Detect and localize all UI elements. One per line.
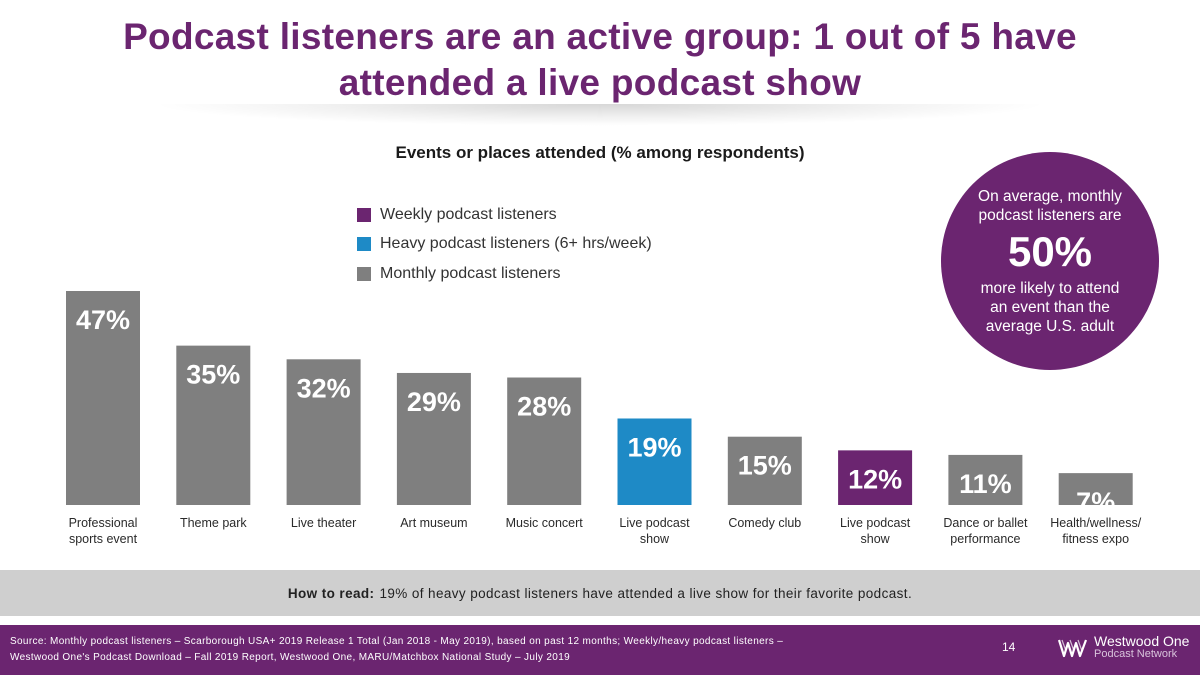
category-label-3: Live theater: [291, 516, 356, 530]
legend-item-weekly: Weekly podcast listeners: [357, 200, 652, 230]
waveform-logo-icon: [1058, 639, 1088, 658]
bar-2: [176, 345, 251, 505]
logo-name: Westwood One: [1094, 633, 1190, 649]
bar-value-label-9: 11%: [959, 469, 1012, 499]
callout-top-text: On average, monthly podcast listeners ar…: [978, 187, 1122, 224]
category-label-8: Live podcast show: [840, 516, 911, 546]
bar-value-label-5: 28%: [517, 392, 571, 422]
chart-legend: Weekly podcast listeners Heavy podcast l…: [357, 200, 652, 289]
callout-circle: On average, monthly podcast listeners ar…: [941, 152, 1159, 370]
title-shadow: [150, 104, 1050, 126]
category-label-9: Dance or ballet performance: [943, 516, 1028, 546]
source-note: Source: Monthly podcast listeners – Scar…: [10, 634, 970, 666]
how-to-read-text: 19% of heavy podcast listeners have atte…: [379, 585, 913, 601]
how-to-read-banner: How to read: 19% of heavy podcast listen…: [0, 570, 1200, 616]
category-label-1: Professional sports event: [69, 516, 138, 546]
callout-big-number: 50%: [1007, 227, 1093, 275]
legend-label-weekly: Weekly podcast listeners: [380, 205, 557, 223]
bar-value-label-8: 12%: [848, 464, 902, 494]
category-label-10: Health/wellness/fitness expo: [1050, 516, 1142, 546]
bar-value-label-10: 7%: [1076, 487, 1115, 517]
callout-bottom-text: more likely to attend an event than the …: [980, 279, 1120, 335]
category-label-5: Music concert: [506, 516, 584, 530]
legend-swatch-heavy: [357, 237, 371, 252]
bar-chart: 47% Professional sports event 35% Theme park…: [66, 291, 1142, 546]
westwood-one-logo: Westwood One Podcast Network: [1058, 633, 1190, 661]
bar-value-label-4: 29%: [407, 387, 461, 417]
chart-title: Events or places attended (% among respo…: [395, 143, 805, 162]
legend-item-heavy: Heavy podcast listeners (6+ hrs/week): [357, 230, 652, 260]
footer-bar: Source: Monthly podcast listeners – Scar…: [0, 625, 1200, 675]
page-number: 14: [1002, 640, 1016, 654]
source-line-1: Source: Monthly podcast listeners – Scar…: [10, 636, 784, 647]
how-to-read-label: How to read:: [287, 585, 375, 601]
bar-7: [727, 436, 802, 505]
bar-10: [1058, 473, 1133, 505]
category-label-6: Live podcast show: [619, 516, 690, 546]
category-label-4: Art museum: [400, 516, 467, 530]
bar-value-label-1: 47%: [76, 305, 130, 335]
legend-item-monthly: Monthly podcast listeners: [357, 259, 652, 289]
legend-swatch-weekly: [357, 207, 371, 222]
bar-9: [948, 454, 1023, 505]
logo-subtitle: Podcast Network: [1094, 648, 1178, 660]
bar-6: [617, 418, 692, 505]
legend-swatch-monthly: [357, 266, 371, 281]
bar-1: [66, 291, 140, 505]
bar-5: [507, 377, 582, 505]
legend-label-heavy: Heavy podcast listeners (6+ hrs/week): [380, 235, 652, 253]
source-line-2: Westwood One's Podcast Download – Fall 2…: [10, 652, 571, 663]
bar-value-label-3: 32%: [297, 373, 351, 403]
bar-value-label-2: 35%: [186, 360, 240, 390]
category-label-7: Comedy club: [728, 516, 801, 530]
bar-4: [396, 372, 471, 505]
bar-8: [838, 450, 913, 505]
legend-label-monthly: Monthly podcast listeners: [380, 264, 561, 282]
bar-3: [286, 359, 361, 505]
bar-value-label-7: 15%: [738, 451, 792, 481]
slide-title: Podcast listeners are an active group: 1…: [123, 16, 1077, 103]
bar-value-label-6: 19%: [627, 432, 681, 462]
category-label-2: Theme park: [180, 516, 247, 530]
